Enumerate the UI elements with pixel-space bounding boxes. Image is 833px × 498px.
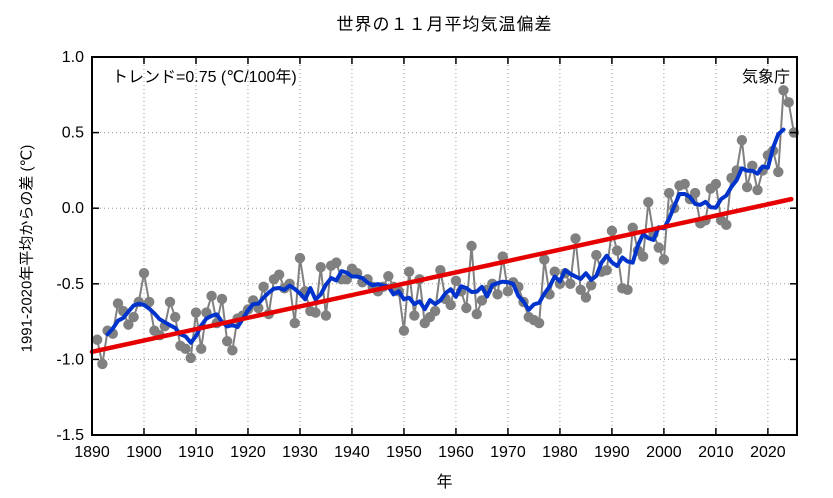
annual-anomaly-point: [180, 343, 191, 355]
annual-anomaly-point: [502, 286, 514, 297]
annual-anomaly-point: [773, 166, 784, 178]
annual-anomaly-point: [539, 254, 550, 265]
annual-anomaly-point: [591, 249, 602, 261]
y-tick-label: 1.0: [62, 49, 84, 66]
annual-anomaly-point: [580, 292, 592, 303]
chart-title: 世界の１１月平均気温偏差: [336, 15, 553, 34]
annual-anomaly-point: [736, 134, 748, 146]
annual-anomaly-point: [294, 252, 306, 264]
annual-anomaly-point: [383, 271, 394, 282]
annual-anomaly-point: [476, 295, 488, 306]
annual-anomaly-point: [320, 310, 332, 321]
annual-anomaly-point: [783, 97, 794, 108]
x-tick-label: 2020: [750, 444, 786, 461]
agency-label: 気象庁: [741, 69, 790, 86]
annual-anomaly-point: [435, 264, 446, 276]
annual-anomaly-point: [689, 187, 701, 199]
y-tick-label: -1.0: [56, 351, 84, 368]
x-tick-label: 1930: [282, 444, 318, 461]
annual-anomaly-point: [643, 196, 654, 208]
annual-anomaly-point: [403, 266, 415, 277]
annual-anomaly-point: [565, 278, 576, 289]
five-year-mean-line: [105, 127, 786, 345]
annual-anomaly-point: [461, 302, 472, 314]
annual-anomaly-point: [429, 305, 441, 317]
y-tick-label: 0.0: [62, 200, 84, 217]
annual-anomaly-point: [138, 268, 150, 279]
annual-anomaly-point: [570, 233, 581, 244]
annual-anomaly-point: [606, 225, 618, 237]
annual-anomaly-point: [663, 187, 675, 199]
annual-anomaly-point: [289, 317, 300, 329]
annual-anomaly-point: [315, 261, 326, 273]
x-tick-label: 1900: [126, 444, 162, 461]
annual-anomaly-point: [195, 343, 207, 355]
annual-anomaly-point: [721, 219, 732, 231]
annual-anomaly-point: [227, 345, 238, 356]
x-tick-label: 1970: [490, 444, 526, 461]
annual-anomaly-point: [445, 299, 456, 311]
y-tick-label: -0.5: [56, 276, 84, 293]
y-tick-label: 0.5: [62, 125, 84, 142]
annual-anomaly-point: [164, 296, 176, 308]
annual-anomaly-point: [206, 290, 217, 302]
annual-anomaly-point: [653, 242, 664, 253]
annual-anomaly-point: [466, 240, 477, 252]
x-tick-label: 1940: [334, 444, 370, 461]
x-tick-label: 1890: [74, 444, 110, 461]
x-tick-label: 1950: [386, 444, 422, 461]
x-tick-label: 1960: [438, 444, 474, 461]
annual-anomaly-point: [450, 275, 462, 286]
annual-anomaly-point: [310, 307, 321, 318]
annual-anomaly-point: [190, 307, 202, 318]
trend-line: [89, 196, 794, 355]
annual-anomaly-point: [601, 264, 612, 276]
annual-anomaly-point: [112, 298, 124, 309]
annual-anomaly-point: [585, 280, 597, 291]
x-tick-label: 1910: [178, 444, 214, 461]
annual-anomaly-point: [123, 319, 134, 330]
annual-anomaly-point: [549, 266, 560, 277]
annual-anomaly-point: [185, 352, 196, 364]
x-axis-label: 年: [436, 474, 453, 491]
annual-anomaly-point: [398, 325, 410, 336]
annual-anomaly-point: [778, 85, 789, 96]
annual-anomaly-point: [627, 222, 638, 234]
annual-anomaly-point: [752, 184, 763, 196]
annual-anomaly-point: [622, 284, 633, 296]
annual-anomaly-point: [710, 178, 722, 190]
annual-anomaly-point: [169, 311, 181, 323]
annual-anomaly-point: [533, 317, 545, 329]
annual-anomaly-point: [747, 160, 758, 172]
annual-anomaly-point: [741, 181, 753, 193]
annual-anomaly-point: [575, 284, 586, 296]
annual-anomaly-point: [637, 251, 649, 262]
annual-anomaly-point: [409, 310, 420, 321]
x-tick-label: 1920: [230, 444, 266, 461]
annual-anomaly-point: [273, 269, 285, 280]
annual-anomaly-point: [216, 293, 228, 305]
annual-anomaly-point: [492, 289, 503, 300]
x-tick-label: 1980: [542, 444, 578, 461]
annual-anomaly-point: [679, 178, 690, 190]
annual-anomaly-point: [471, 308, 482, 320]
x-tick-label: 1990: [594, 444, 630, 461]
annual-anomaly-point: [331, 257, 342, 268]
annual-anomaly-point: [258, 281, 269, 293]
y-axis-label: 1991-2020年平均からの差 (℃): [18, 144, 36, 353]
annual-anomaly-point: [91, 334, 103, 345]
y-tick-label: -1.5: [56, 427, 84, 444]
x-tick-label: 2010: [698, 444, 734, 461]
annual-anomaly-point: [497, 251, 508, 262]
annual-anomaly-point: [221, 336, 233, 347]
annual-anomaly-point: [658, 254, 670, 265]
x-tick-label: 2000: [646, 444, 682, 461]
annual-anomaly-point: [128, 311, 139, 323]
annual-anomaly-point: [611, 245, 623, 256]
plot-frame: [91, 56, 798, 436]
trend-annotation: トレンド=0.75 (℃/100年): [112, 69, 297, 86]
annual-anomaly-point: [97, 358, 108, 370]
